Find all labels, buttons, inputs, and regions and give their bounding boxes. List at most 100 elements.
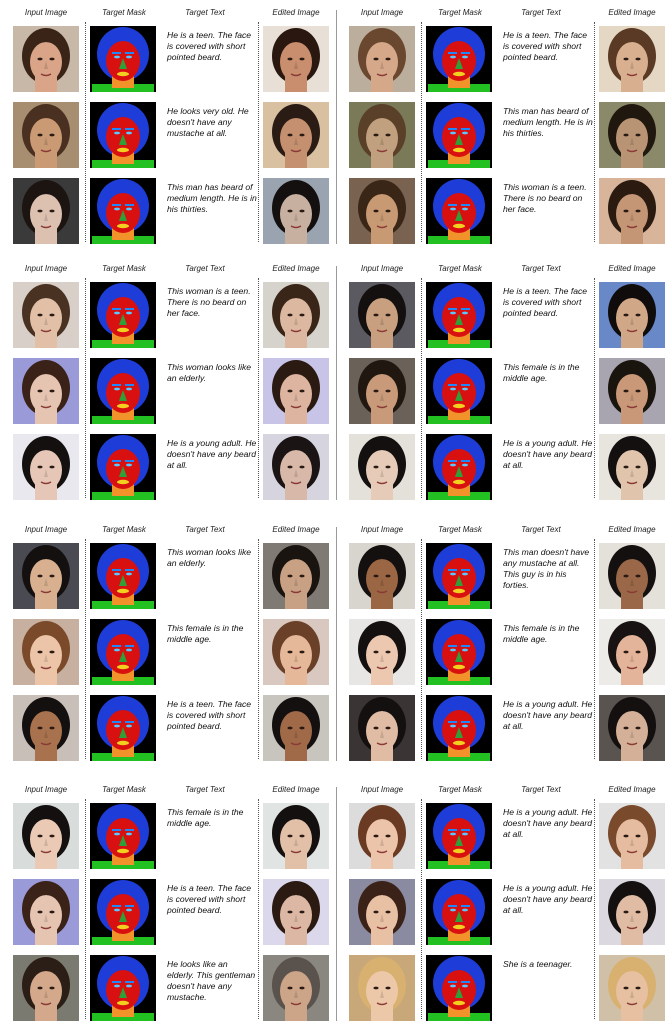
target-text: He is a young adult. He doesn't have any… (503, 807, 593, 839)
input-image (349, 955, 415, 1021)
dotted-separator (258, 539, 259, 759)
target-mask (90, 178, 156, 244)
target-mask (90, 434, 156, 500)
edited-image (599, 695, 665, 761)
edited-image (599, 803, 665, 869)
input-image (349, 282, 415, 348)
input-image (13, 282, 79, 348)
target-mask (426, 26, 492, 92)
input-image (349, 803, 415, 869)
input-image (13, 879, 79, 945)
input-image (13, 695, 79, 761)
column-header: Input Image (360, 264, 404, 273)
input-image (13, 619, 79, 685)
column-header: Target Mask (438, 525, 482, 534)
column-header: Target Text (185, 525, 225, 534)
edited-image (263, 955, 329, 1021)
column-header: Input Image (24, 785, 68, 794)
target-mask (90, 879, 156, 945)
dotted-separator (85, 22, 86, 242)
target-text: He is a teen. The face is covered with s… (167, 883, 252, 915)
target-mask (426, 803, 492, 869)
dotted-separator (258, 799, 259, 1019)
column-header: Input Image (360, 785, 404, 794)
target-mask (90, 282, 156, 348)
dotted-separator (594, 278, 595, 498)
target-text: He is a young adult. He doesn't have any… (503, 699, 593, 731)
target-text: He looks like an elderly. This gentleman… (167, 959, 256, 1002)
target-text: This woman is a teen. There is no beard … (167, 286, 251, 318)
target-text: She is a teenager. (503, 959, 573, 969)
target-text: This woman looks like an elderly. (167, 362, 252, 383)
target-mask (426, 178, 492, 244)
panel-separator (336, 527, 337, 761)
target-text: This female is in the middle age. (503, 362, 580, 383)
target-mask (426, 282, 492, 348)
target-mask (90, 955, 156, 1021)
dotted-separator (421, 799, 422, 1019)
edited-image (599, 955, 665, 1021)
dotted-separator (258, 22, 259, 242)
column-header: Edited Image (272, 785, 320, 794)
target-text: This female is in the middle age. (503, 623, 580, 644)
target-text: This female is in the middle age. (167, 623, 244, 644)
edited-image (263, 543, 329, 609)
edited-image (263, 619, 329, 685)
column-header: Target Mask (102, 785, 146, 794)
target-mask (426, 619, 492, 685)
target-text: He is a teen. The face is covered with s… (167, 699, 252, 731)
target-text: This woman looks like an elderly. (167, 547, 252, 568)
column-header: Target Text (521, 525, 561, 534)
column-header: Edited Image (608, 525, 656, 534)
edited-image (599, 879, 665, 945)
column-header: Input Image (24, 264, 68, 273)
target-text: This female is in the middle age. (167, 807, 244, 828)
column-header: Input Image (360, 8, 404, 17)
edited-image (599, 26, 665, 92)
input-image (13, 358, 79, 424)
dotted-separator (421, 22, 422, 242)
column-header: Target Text (521, 8, 561, 17)
column-header: Target Text (185, 785, 225, 794)
edited-image (599, 543, 665, 609)
column-header: Edited Image (272, 8, 320, 17)
target-text: This man has beard of medium length. He … (503, 106, 593, 138)
target-text: He looks very old. He doesn't have any m… (167, 106, 249, 138)
target-mask (90, 26, 156, 92)
column-header: Input Image (360, 525, 404, 534)
target-text: This man has beard of medium length. He … (167, 182, 257, 214)
column-header: Target Mask (438, 8, 482, 17)
edited-image (263, 26, 329, 92)
column-header: Edited Image (272, 264, 320, 273)
input-image (349, 695, 415, 761)
target-text: He is a teen. The face is covered with s… (503, 30, 588, 62)
column-header: Target Text (521, 264, 561, 273)
edited-image (263, 178, 329, 244)
input-image (349, 26, 415, 92)
column-header: Input Image (24, 525, 68, 534)
edited-image (599, 102, 665, 168)
input-image (13, 178, 79, 244)
input-image (13, 955, 79, 1021)
input-image (349, 879, 415, 945)
target-text: He is a young adult. He doesn't have any… (503, 438, 593, 470)
target-mask (90, 619, 156, 685)
dotted-separator (85, 278, 86, 498)
target-mask (426, 102, 492, 168)
edited-image (599, 358, 665, 424)
input-image (13, 543, 79, 609)
edited-image (263, 434, 329, 500)
dotted-separator (594, 22, 595, 242)
target-mask (426, 955, 492, 1021)
dotted-separator (85, 799, 86, 1019)
panel-separator (336, 787, 337, 1021)
column-header: Target Text (521, 785, 561, 794)
panel-separator (336, 266, 337, 500)
input-image (13, 803, 79, 869)
column-header: Target Mask (102, 264, 146, 273)
target-text: He is a teen. The face is covered with s… (503, 286, 588, 318)
input-image (349, 434, 415, 500)
input-image (349, 543, 415, 609)
input-image (349, 102, 415, 168)
